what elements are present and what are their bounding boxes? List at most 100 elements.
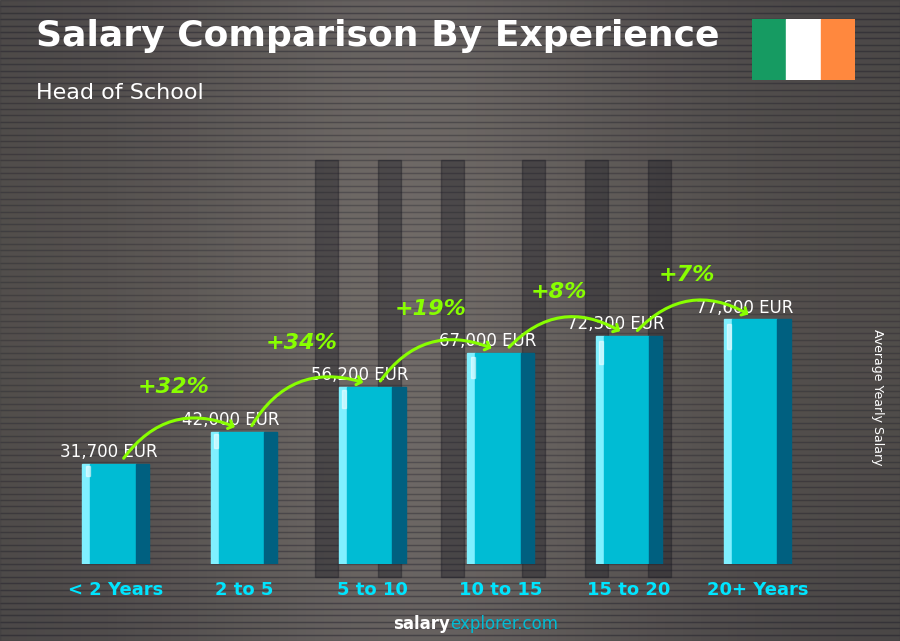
Bar bbox=[214, 435, 218, 447]
Bar bbox=[0, 481, 900, 487]
Bar bbox=[261, 0, 270, 641]
Bar bbox=[333, 0, 342, 641]
Bar bbox=[0, 38, 900, 45]
Bar bbox=[774, 0, 783, 641]
Bar bbox=[0, 19, 900, 26]
Bar bbox=[0, 71, 900, 77]
Bar bbox=[0, 353, 900, 359]
Bar bbox=[0, 51, 900, 58]
Bar bbox=[0, 186, 900, 192]
Bar bbox=[81, 0, 90, 641]
Bar bbox=[724, 319, 732, 564]
Bar bbox=[315, 0, 324, 641]
Bar bbox=[522, 0, 531, 641]
Bar bbox=[0, 468, 900, 474]
Bar bbox=[243, 0, 252, 641]
Bar bbox=[0, 192, 900, 199]
Bar bbox=[0, 526, 900, 532]
Bar bbox=[0, 365, 900, 372]
Bar bbox=[603, 0, 612, 641]
Bar bbox=[0, 628, 900, 635]
Bar bbox=[315, 160, 338, 577]
Bar bbox=[414, 0, 423, 641]
Bar bbox=[198, 0, 207, 641]
Bar bbox=[144, 0, 153, 641]
Bar bbox=[90, 0, 99, 641]
Bar bbox=[576, 0, 585, 641]
Bar bbox=[0, 147, 900, 154]
Bar bbox=[475, 353, 521, 564]
Bar bbox=[648, 0, 657, 641]
Bar bbox=[599, 341, 603, 363]
Bar bbox=[732, 319, 778, 564]
Bar bbox=[0, 487, 900, 494]
Bar bbox=[0, 385, 900, 391]
Bar bbox=[468, 0, 477, 641]
Bar bbox=[0, 596, 900, 603]
Bar bbox=[0, 109, 900, 115]
Bar bbox=[0, 436, 900, 442]
Bar bbox=[684, 0, 693, 641]
Bar bbox=[0, 378, 900, 385]
Bar bbox=[0, 58, 900, 64]
Bar bbox=[219, 431, 264, 564]
Bar bbox=[306, 0, 315, 641]
Bar bbox=[441, 0, 450, 641]
Bar bbox=[432, 0, 441, 641]
Bar bbox=[828, 0, 837, 641]
Bar bbox=[612, 0, 621, 641]
Bar bbox=[297, 0, 306, 641]
Bar bbox=[0, 417, 900, 423]
Text: 2 to 5: 2 to 5 bbox=[215, 581, 273, 599]
Bar bbox=[339, 387, 347, 564]
Bar bbox=[99, 0, 108, 641]
Bar bbox=[0, 160, 900, 167]
Bar bbox=[347, 387, 392, 564]
Bar bbox=[727, 324, 732, 349]
Bar bbox=[783, 0, 792, 641]
Bar bbox=[0, 359, 900, 365]
Bar bbox=[0, 256, 900, 263]
Text: 10 to 15: 10 to 15 bbox=[459, 581, 543, 599]
Bar bbox=[0, 32, 900, 38]
Bar bbox=[639, 0, 648, 641]
Bar bbox=[0, 115, 900, 122]
Bar bbox=[396, 0, 405, 641]
Bar bbox=[837, 0, 846, 641]
Bar bbox=[486, 0, 495, 641]
Bar bbox=[693, 0, 702, 641]
Bar bbox=[0, 513, 900, 519]
Text: explorer.com: explorer.com bbox=[450, 615, 558, 633]
Bar bbox=[108, 0, 117, 641]
Bar bbox=[0, 6, 900, 13]
Bar bbox=[392, 387, 406, 564]
Bar bbox=[136, 464, 149, 564]
Bar bbox=[234, 0, 243, 641]
Bar bbox=[82, 464, 90, 564]
Text: +8%: +8% bbox=[530, 282, 587, 302]
Bar bbox=[0, 167, 900, 173]
Bar bbox=[504, 0, 513, 641]
Bar bbox=[0, 212, 900, 218]
Bar bbox=[648, 160, 670, 577]
Text: salary: salary bbox=[393, 615, 450, 633]
Bar bbox=[471, 357, 474, 378]
Bar bbox=[0, 77, 900, 83]
Bar bbox=[873, 0, 882, 641]
Bar bbox=[0, 474, 900, 481]
Bar bbox=[630, 0, 639, 641]
Text: < 2 Years: < 2 Years bbox=[68, 581, 163, 599]
Bar bbox=[0, 615, 900, 622]
Bar bbox=[738, 0, 747, 641]
Bar bbox=[558, 0, 567, 641]
Bar bbox=[792, 0, 801, 641]
Bar bbox=[0, 96, 900, 103]
Bar bbox=[0, 314, 900, 320]
Bar bbox=[18, 0, 27, 641]
Bar bbox=[621, 0, 630, 641]
Bar bbox=[0, 218, 900, 224]
Bar bbox=[675, 0, 684, 641]
Bar bbox=[0, 372, 900, 378]
Text: 42,000 EUR: 42,000 EUR bbox=[183, 411, 280, 429]
Bar bbox=[9, 0, 18, 641]
